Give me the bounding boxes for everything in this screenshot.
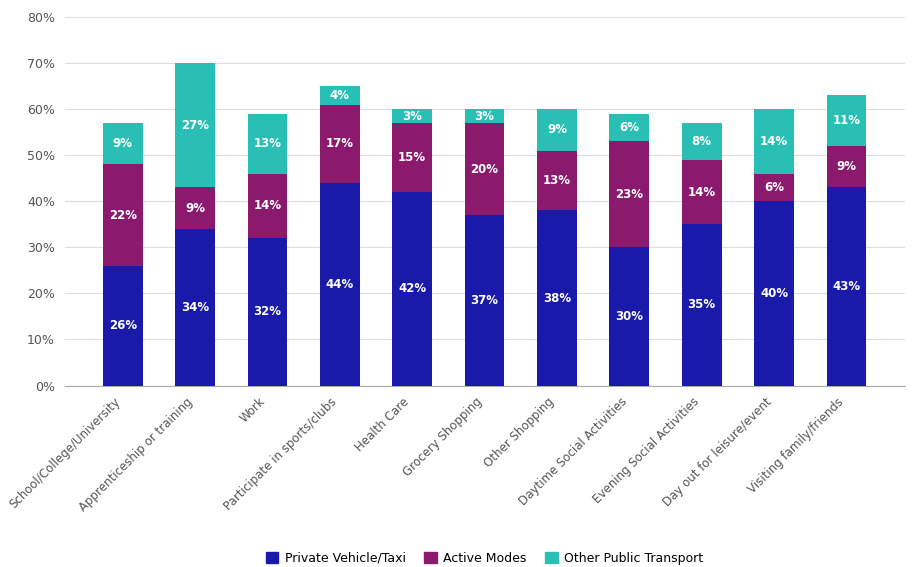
Text: 9%: 9% (113, 137, 133, 150)
Text: 9%: 9% (186, 202, 205, 215)
Bar (537, 210, 577, 386)
Bar (320, 104, 360, 183)
Text: 13%: 13% (543, 174, 571, 187)
Text: 38%: 38% (543, 291, 571, 304)
Bar (102, 164, 142, 266)
Text: 37%: 37% (471, 294, 498, 307)
Bar (247, 114, 287, 174)
Text: 22%: 22% (109, 209, 137, 222)
Text: 13%: 13% (254, 137, 282, 150)
Bar (754, 109, 794, 174)
Text: 26%: 26% (109, 319, 137, 332)
Text: 27%: 27% (181, 119, 210, 132)
Bar (320, 86, 360, 104)
Text: 14%: 14% (760, 135, 788, 148)
Bar (609, 114, 649, 141)
Text: 43%: 43% (833, 280, 860, 293)
Bar (827, 95, 867, 146)
Bar (609, 247, 649, 386)
Text: 8%: 8% (691, 135, 712, 148)
Bar (175, 188, 215, 229)
Text: 35%: 35% (688, 298, 715, 311)
Bar (827, 146, 867, 188)
Text: 15%: 15% (398, 151, 426, 164)
Bar (682, 160, 722, 225)
Text: 9%: 9% (547, 124, 567, 137)
Text: 40%: 40% (760, 287, 788, 300)
Text: 42%: 42% (398, 282, 426, 295)
Bar (102, 123, 142, 164)
Text: 23%: 23% (616, 188, 643, 201)
Bar (464, 123, 505, 215)
Legend: Private Vehicle/Taxi, Active Modes, Other Public Transport: Private Vehicle/Taxi, Active Modes, Othe… (261, 547, 708, 567)
Text: 9%: 9% (836, 160, 857, 174)
Bar (392, 192, 432, 386)
Text: 14%: 14% (688, 185, 715, 198)
Bar (464, 215, 505, 386)
Bar (175, 229, 215, 386)
Bar (247, 174, 287, 238)
Bar (320, 183, 360, 386)
Bar (247, 238, 287, 386)
Bar (537, 109, 577, 151)
Bar (392, 109, 432, 123)
Text: 6%: 6% (619, 121, 640, 134)
Bar (609, 141, 649, 247)
Bar (754, 174, 794, 201)
Bar (537, 151, 577, 210)
Bar (827, 188, 867, 386)
Text: 17%: 17% (326, 137, 354, 150)
Text: 44%: 44% (326, 278, 354, 291)
Bar (102, 266, 142, 386)
Text: 3%: 3% (402, 109, 422, 122)
Text: 11%: 11% (833, 114, 860, 127)
Bar (682, 123, 722, 160)
Bar (392, 123, 432, 192)
Bar (754, 201, 794, 386)
Text: 32%: 32% (254, 306, 282, 318)
Bar (464, 109, 505, 123)
Bar (175, 63, 215, 188)
Text: 3%: 3% (474, 109, 495, 122)
Bar (682, 225, 722, 386)
Text: 34%: 34% (181, 301, 210, 314)
Text: 14%: 14% (254, 200, 282, 213)
Text: 20%: 20% (471, 163, 498, 176)
Text: 4%: 4% (330, 89, 350, 102)
Text: 30%: 30% (616, 310, 643, 323)
Text: 6%: 6% (764, 181, 784, 194)
